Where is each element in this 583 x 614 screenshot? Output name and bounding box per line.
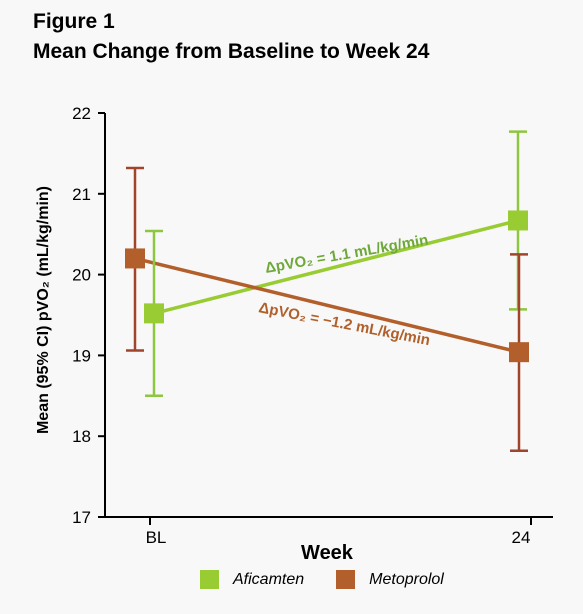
data-point-metoprolol	[125, 248, 145, 269]
y-tick-label: 19	[72, 346, 91, 365]
series-line-metoprolol	[134, 256, 520, 354]
y-tick-label: 17	[72, 508, 91, 527]
legend-item-aficamten: Aficamten	[200, 570, 304, 589]
data-point-metoprolol	[509, 342, 529, 363]
series-line-aficamten	[153, 218, 519, 316]
x-axis-label: Week	[301, 542, 354, 564]
y-tick-label: 22	[72, 104, 91, 123]
y-tick-label: 18	[72, 427, 91, 446]
y-tick-label: 21	[72, 185, 91, 204]
data-point-aficamten	[508, 210, 528, 231]
figure-title: Mean Change from Baseline to Week 24	[33, 40, 430, 63]
x-tick-label: BL	[146, 528, 167, 547]
legend-label-metoprolol: Metoprolol	[369, 570, 444, 588]
legend-item-metoprolol: Metoprolol	[336, 570, 444, 589]
legend-swatch-aficamten	[200, 570, 219, 589]
x-tick-label: 24	[512, 528, 531, 547]
y-tick-label: 20	[72, 266, 91, 285]
y-axis-label: Mean (95% CI) pVO₂ (mL/kg/min)	[35, 186, 52, 434]
legend: Aficamten Metoprolol	[200, 570, 476, 589]
legend-label-aficamten: Aficamten	[233, 570, 305, 588]
annotation-aficamten: ΔpVO₂ = 1.1 mL/kg/min	[264, 231, 430, 276]
legend-swatch-metoprolol	[336, 570, 356, 589]
data-point-aficamten	[144, 303, 164, 324]
axes: 17 18 19 20 21 22 BL 24	[72, 104, 553, 547]
figure-label: Figure 1	[33, 10, 115, 33]
